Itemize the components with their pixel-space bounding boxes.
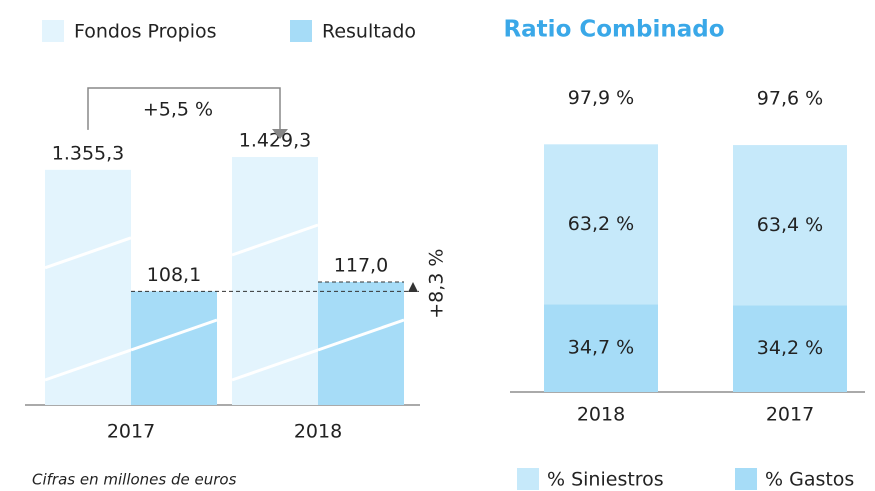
value-label: 1.429,3 (239, 130, 312, 152)
value-label: 108,1 (147, 264, 201, 286)
footnote: Cifras en millones de euros (32, 471, 237, 489)
x-tick-label: 2018 (294, 421, 342, 443)
bar-decor (44, 236, 132, 270)
legend-label: Fondos Propios (74, 21, 217, 43)
bar (45, 169, 131, 405)
segment-label: 63,4 % (757, 214, 823, 236)
bar-decor (317, 318, 405, 352)
bar-decor (44, 348, 132, 382)
bar (318, 282, 404, 405)
annotation: +5,5 % (143, 99, 213, 121)
segment-label: 34,2 % (757, 337, 823, 359)
x-tick-label: 2017 (107, 421, 155, 443)
total-label: 97,6 % (757, 88, 823, 110)
legend-swatch (517, 468, 539, 490)
bar-decor (231, 223, 319, 257)
value-label: 117,0 (334, 255, 388, 277)
legend-label: % Siniestros (547, 469, 664, 491)
arrow-head (272, 129, 288, 139)
legend-swatch (42, 20, 64, 42)
x-tick-label: 2017 (766, 404, 814, 426)
bar-segment (544, 304, 658, 392)
legend-label: % Gastos (765, 469, 854, 491)
x-tick-label: 2018 (577, 404, 625, 426)
legend-swatch (290, 20, 312, 42)
segment-label: 63,2 % (568, 213, 634, 235)
value-label: 1.355,3 (52, 142, 125, 164)
total-label: 97,9 % (568, 87, 634, 109)
annotation: +8,3 % (426, 249, 448, 319)
bar-segment (544, 144, 658, 305)
arrow-head (408, 282, 418, 292)
segment-label: 34,7 % (568, 337, 634, 359)
chart-title: Ratio Combinado (503, 17, 724, 43)
bar (131, 291, 217, 405)
legend-label: Resultado (322, 21, 416, 43)
annotation-arrow (87, 87, 281, 133)
legend-swatch (735, 468, 757, 490)
bar (232, 157, 318, 405)
bar-segment (733, 305, 847, 392)
bar-decor (130, 318, 218, 352)
bar-segment (733, 145, 847, 306)
bar-decor (231, 348, 319, 382)
